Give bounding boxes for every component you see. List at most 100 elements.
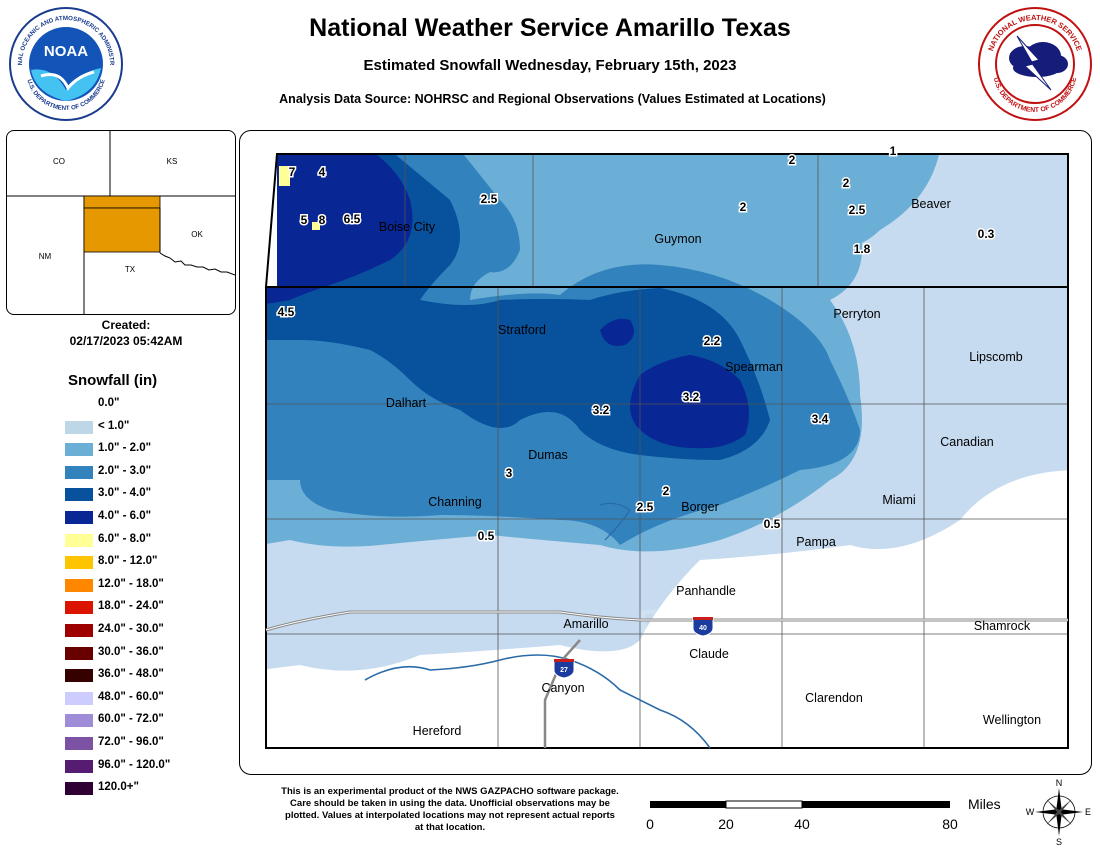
contour-4-6-center: [630, 355, 749, 449]
town-label: Clarendon: [805, 691, 863, 705]
snowfall-value-label: 3.2: [683, 390, 700, 404]
county-lines: [266, 154, 1068, 748]
town-label: Canadian: [940, 435, 994, 449]
legend-label: < 1.0": [98, 419, 130, 432]
legend-swatch: [65, 398, 93, 411]
snowfall-value-label: 5: [301, 213, 308, 227]
scale-tick-20: 20: [718, 816, 734, 832]
legend-label: 72.0" - 96.0": [98, 736, 164, 748]
snowfall-value-label: 4: [319, 165, 326, 179]
snowfall-value-label: 2: [843, 176, 850, 190]
legend-swatch: [65, 511, 93, 524]
town-label: Dumas: [528, 448, 568, 462]
snowfall-value-label: 2.5: [637, 500, 654, 514]
town-label: Dalhart: [386, 396, 427, 410]
snowfall-value-label: 0.5: [764, 517, 781, 531]
town-label: Borger: [681, 500, 719, 514]
legend-label: 0.0": [98, 397, 120, 409]
legend-swatch: [65, 759, 93, 773]
town-label: Wellington: [983, 713, 1041, 727]
snowfall-value-label: 6.5: [344, 212, 361, 226]
legend-label: 120.0+": [98, 781, 139, 794]
legend-label: 96.0" - 120.0": [98, 758, 171, 771]
snowfall-value-label: 7: [289, 165, 296, 179]
legend-label: 1.0" - 2.0": [98, 442, 152, 455]
snowfall-value-label: 3: [506, 466, 513, 480]
interstate-40-center: [265, 611, 1068, 631]
disclaimer-text: This is an experimental product of the N…: [281, 786, 619, 833]
lake-meredith: [599, 502, 631, 541]
snowfall-values: 7 4 5 8 6.5 2.5 2 1 2 2.5 1.8 2 0.3 4.5 2.2 3.2 3.2 3.4 3 2…: [276, 143, 996, 545]
snowfall-value-label: 2.5: [481, 192, 498, 206]
legend-swatch: [65, 737, 93, 750]
legend-label: 30.0" - 36.0": [98, 645, 164, 658]
snowfall-value-label: 0.3: [978, 227, 995, 241]
legend-label: 18.0" - 24.0": [98, 600, 164, 613]
inset-label-tx: TX: [125, 265, 136, 274]
noaa-logo-text: NOAA: [44, 43, 88, 60]
page-title: National Weather Service Amarillo Texas: [309, 14, 791, 42]
legend-label: 3.0" - 4.0": [98, 487, 152, 500]
town-label: Stratford: [498, 323, 546, 337]
inset-label-co: CO: [53, 157, 65, 166]
legend-label: 6.0" - 8.0": [98, 532, 152, 545]
scale-tick-80: 80: [942, 816, 958, 832]
compass-rose: N S E W: [1026, 778, 1091, 846]
town-label: Spearman: [725, 360, 783, 374]
page-subtitle: Estimated Snowfall Wednesday, February 1…: [363, 57, 737, 74]
scale-unit: Miles: [968, 796, 1001, 812]
town-label: Amarillo: [563, 617, 608, 631]
scale-bar: 0 20 40 80 Miles: [646, 796, 1001, 832]
town-label: Beaver: [911, 197, 951, 211]
contour-1-2-ne: [820, 160, 886, 205]
legend-swatch: [65, 556, 93, 570]
inset-locator-map: CO KS NM OK TX: [6, 130, 236, 315]
town-label: Pampa: [796, 535, 836, 549]
town-label: Hereford: [413, 724, 462, 738]
contour-4-6-nw: [266, 154, 413, 305]
i27-shield-label: 27: [560, 667, 568, 674]
inset-label-nm: NM: [39, 252, 52, 261]
town-label: Boise City: [379, 220, 436, 234]
legend-swatch: [65, 465, 93, 479]
legend-swatch: [65, 646, 93, 660]
town-label: Guymon: [654, 232, 701, 246]
town-label: Panhandle: [676, 584, 736, 598]
compass-n: N: [1056, 778, 1063, 788]
snowfall-value-label: 2: [789, 153, 796, 167]
legend-label: 24.0" - 30.0": [98, 623, 164, 635]
snowfall-value-label: 1: [890, 144, 897, 158]
legend-label: 36.0" - 48.0": [98, 668, 164, 681]
legend-swatch: [65, 601, 93, 615]
legend-swatch: [65, 669, 93, 683]
inset-map-graphic: CO KS NM OK TX: [7, 131, 235, 314]
inset-label-ks: KS: [167, 157, 178, 166]
compass-e: E: [1085, 807, 1091, 817]
noaa-logo: NOAA NATIONAL OCEANIC AND ATMOSPHERIC AD…: [8, 6, 123, 121]
legend-swatch: [65, 578, 93, 592]
snowfall-value-label: 2.5: [849, 203, 866, 217]
created-timestamp: 02/17/2023 05:42AM: [69, 334, 183, 348]
legend-swatch: [65, 443, 93, 457]
snowfall-value-label: 2: [740, 200, 747, 214]
snowfall-value-label: 3.2: [593, 403, 610, 417]
i40-shield-label: 40: [699, 625, 707, 632]
inset-label-ok: OK: [191, 230, 203, 239]
snowfall-value-label: 4.5: [278, 305, 295, 319]
texas-panhandle-outline: [265, 286, 1069, 749]
legend-swatch: [65, 488, 93, 502]
snowfall-value-label: 1.8: [854, 242, 871, 256]
legend-swatch: [65, 624, 93, 637]
legend-label: 60.0" - 72.0": [98, 713, 164, 726]
town-label: Perryton: [833, 307, 880, 321]
town-label: Canyon: [541, 681, 584, 695]
snowfall-value-label: 8: [319, 213, 326, 227]
compass-w: W: [1026, 807, 1035, 817]
snowfall-value-label: 3.4: [812, 412, 829, 426]
created-label: Created:: [101, 318, 151, 332]
scale-tick-0: 0: [646, 816, 654, 832]
snowfall-value-label: 2: [663, 484, 670, 498]
legend-swatch: [65, 691, 93, 705]
interstate-27: [543, 639, 581, 748]
